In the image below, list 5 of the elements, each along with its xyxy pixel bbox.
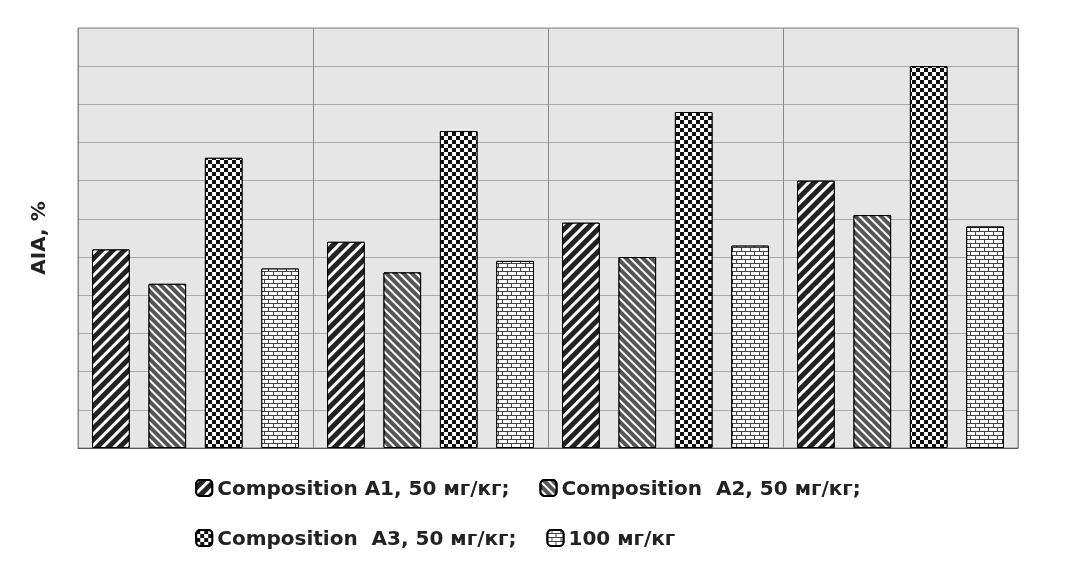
legend-label: 100 мг/кг bbox=[568, 526, 676, 550]
y-axis-title: AIA, % bbox=[26, 201, 50, 275]
legend-label: Composition A2, 50 мг/кг; bbox=[561, 476, 861, 500]
legend-label: Composition A1, 50 мг/кг; bbox=[217, 476, 510, 500]
legend-label: Composition A3, 50 мг/кг; bbox=[217, 526, 517, 550]
